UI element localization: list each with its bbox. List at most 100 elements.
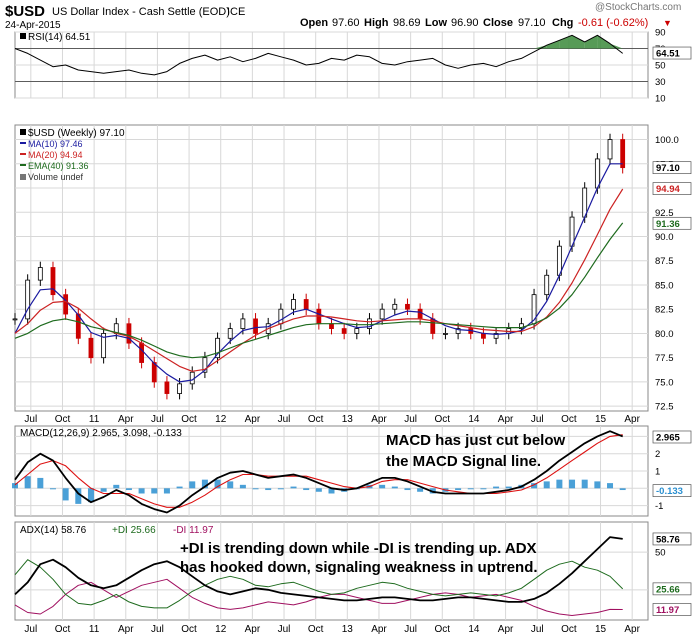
macd-histogram-bar: [379, 484, 386, 489]
macd-histogram-bar: [125, 488, 132, 491]
x-axis-tick-label: Oct: [308, 414, 324, 425]
x-axis-tick-label: Apr: [498, 624, 514, 635]
price-candle-body: [50, 267, 56, 296]
x-axis-tick-label: Jul: [24, 414, 37, 425]
chg-label: Chg: [552, 17, 573, 29]
rsi-legend-swatch: [20, 33, 26, 39]
x-axis-tick-label: Oct: [181, 624, 197, 635]
x-axis-tick-label: 11: [89, 624, 100, 635]
price-candle-body: [392, 303, 398, 310]
x-axis-tick-label: Apr: [371, 414, 387, 425]
macd-histogram-bar: [138, 488, 145, 494]
x-axis-tick-label: Apr: [118, 624, 134, 635]
adx-legend-text: ADX(14) 58.76: [20, 525, 87, 536]
x-axis-tick-label: Oct: [55, 624, 71, 635]
high-value: 98.69: [393, 17, 421, 29]
macd-last-badge-box: [652, 430, 692, 444]
open-value: 97.60: [332, 17, 360, 29]
macd-histogram-bar: [467, 488, 474, 490]
adx-last-badge-box: [652, 532, 692, 546]
macd-histogram-bar: [404, 488, 411, 491]
plus-di-line: [14, 559, 624, 609]
price-candle-body: [594, 158, 600, 189]
macd-histogram-bar: [163, 488, 170, 494]
minus-di-legend-text: -DI 11.97: [173, 525, 214, 536]
rsi-overbought-fill: [597, 35, 610, 49]
macd-histogram-bar: [37, 477, 44, 489]
price-last-badge-box: [652, 161, 692, 175]
price-candle-body: [417, 308, 423, 320]
symbol-title: $USD: [5, 3, 45, 20]
x-axis-tick-label: Apr: [245, 414, 261, 425]
ma20-last-badge-box: [652, 182, 692, 195]
macd-histogram-bar: [113, 484, 120, 489]
price-candle-body: [12, 318, 18, 321]
macd-signal-line: [14, 434, 623, 508]
y-axis-tick-label: 2: [655, 449, 660, 460]
macd-histogram-bar: [227, 481, 234, 489]
macd-histogram-bar: [290, 486, 297, 489]
x-axis-tick-label: 15: [595, 624, 607, 635]
price-candle-body: [164, 381, 170, 394]
adx-annotation-line-2: has hooked down, signaling weakness in u…: [180, 559, 538, 576]
price-candle-body: [519, 323, 524, 329]
price-panel: [14, 124, 649, 412]
macd-annotation-line-2: the MACD Signal line.: [386, 453, 541, 470]
x-axis-tick-label: Oct: [55, 414, 71, 425]
macd-annotation-line-1: MACD has just cut below: [386, 432, 566, 449]
macd-histogram-bar: [328, 488, 335, 494]
price-candle-body: [544, 274, 550, 296]
macd-histogram-bar: [607, 483, 614, 489]
rsi-last-value-badge-box: [652, 46, 692, 60]
macd-histogram-bar: [619, 488, 626, 491]
macd-histogram-bar: [543, 481, 550, 489]
volume-legend-text: Volume undef: [28, 172, 84, 182]
x-axis-tick-label: 13: [342, 414, 354, 425]
y-axis-tick-label: 90: [655, 28, 666, 39]
macd-last-badge: 2.965: [656, 432, 680, 443]
y-axis-tick-label: 87.5: [655, 256, 674, 267]
macd-histogram-bar: [62, 488, 69, 501]
x-axis-tick-label: Apr: [624, 414, 640, 425]
y-axis-tick-label: 10: [655, 94, 666, 105]
price-legend: $USD (Weekly) 97.10 MA(10) 97.46 MA(20) …: [20, 128, 125, 182]
open-label: Open: [300, 17, 328, 29]
close-value: 97.10: [518, 17, 546, 29]
macd-histogram-bar: [87, 488, 94, 503]
x-axis-tick-label: 14: [468, 624, 480, 635]
adx-annotation-line-1: +DI is trending down while -DI is trendi…: [180, 540, 537, 557]
minus-di-last-badge: 11.97: [656, 605, 679, 616]
price-candle-body: [291, 299, 296, 310]
x-axis-tick-label: Apr: [245, 624, 261, 635]
x-axis-tick-label: Apr: [498, 414, 514, 425]
macd-histogram-bar: [12, 483, 18, 489]
price-candle-body: [215, 337, 220, 359]
price-candle-body: [379, 308, 385, 320]
exchange-label: ICE: [227, 6, 245, 18]
ma10-legend-text: MA(10) 97.46: [28, 139, 83, 149]
macd-histogram-bar: [252, 488, 259, 490]
plus-di-last-badge: 25.66: [656, 584, 680, 595]
x-axis-tick-label: Jul: [278, 624, 291, 635]
x-axis-tick-label: Jul: [151, 624, 164, 635]
price-candle-body: [607, 139, 613, 160]
macd-histogram-bar: [100, 488, 107, 492]
y-axis-tick-label: 90.0: [655, 232, 674, 243]
x-axis-tick-label: Jul: [24, 624, 37, 635]
macd-histogram-bar: [201, 479, 208, 489]
macd-legend-text: MACD(12,26,9) 2.965, 3.098, -0.133: [20, 428, 182, 439]
x-axis-tick-label: Jul: [404, 414, 417, 425]
price-candle-body: [88, 337, 94, 359]
chg-down-icon: ▼: [663, 18, 672, 28]
x-axis-tick-label: 12: [215, 414, 227, 425]
price-candle-body: [278, 308, 284, 325]
low-value: 96.90: [451, 17, 479, 29]
x-axis-tick-label: Apr: [118, 414, 134, 425]
rsi-overbought-fill: [559, 35, 572, 49]
price-candle-body: [151, 362, 157, 383]
macd-histogram-bar: [189, 481, 196, 489]
chart-date: 24-Apr-2015: [5, 20, 61, 31]
price-candle-body: [25, 279, 31, 320]
price-candle-body: [101, 333, 107, 359]
x-axis-tick-label: Oct: [308, 624, 324, 635]
